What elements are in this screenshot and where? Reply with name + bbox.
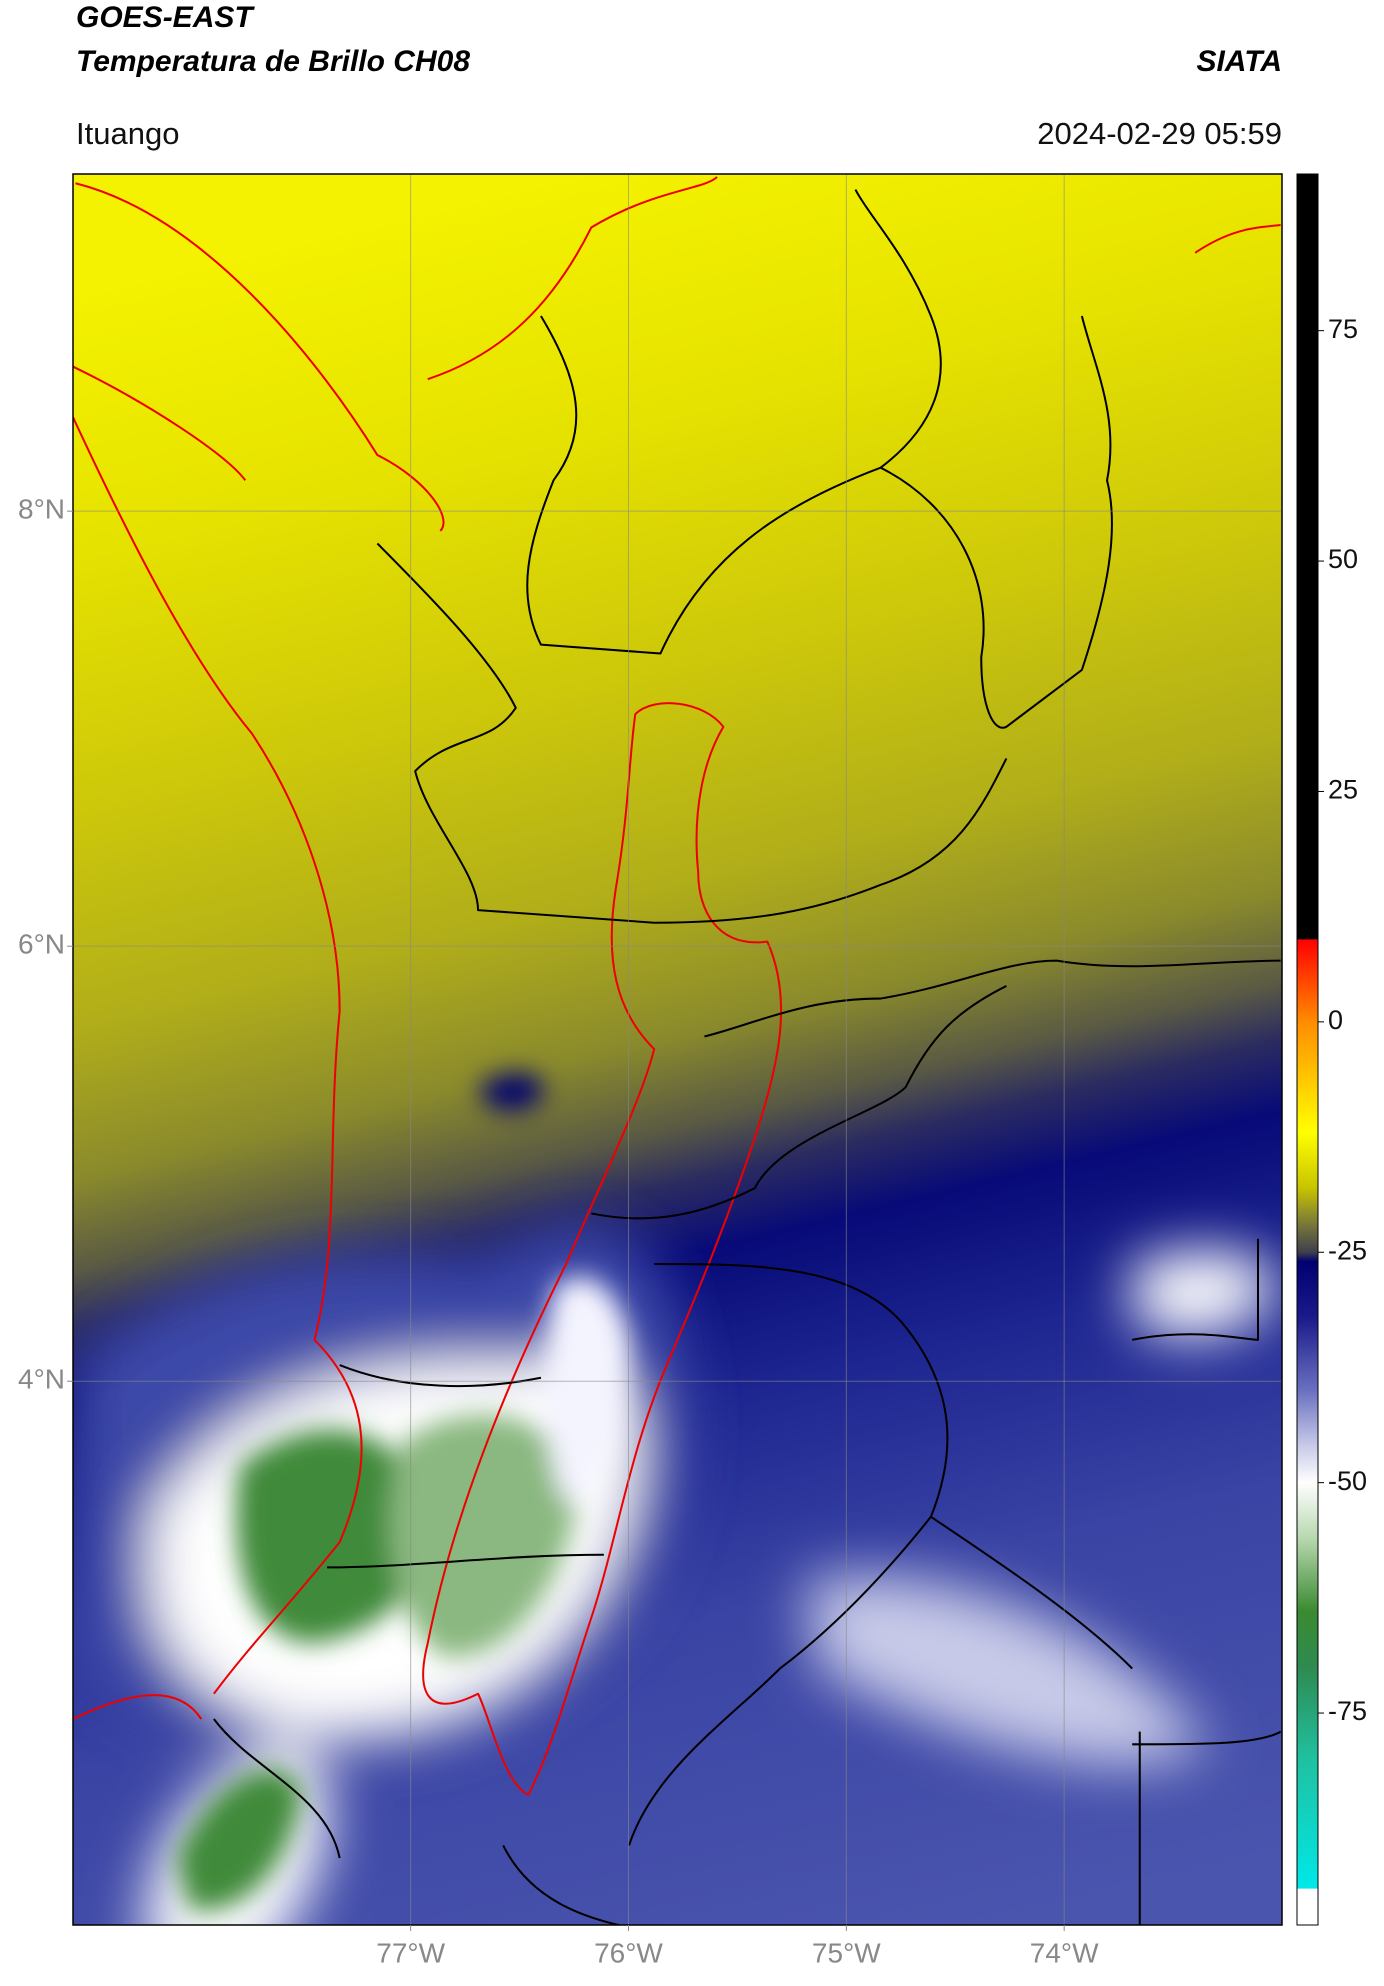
title: GOES-EAST <box>76 1 255 34</box>
colorbar-tick-label: 25 <box>1328 775 1358 805</box>
subtitle: Temperatura de Brillo CH08 <box>76 45 470 78</box>
y-tick-label: 6°N <box>18 929 65 960</box>
location: Ituango <box>76 116 179 151</box>
y-tick-label: 8°N <box>18 494 65 525</box>
colorbar-tick-label: -75 <box>1328 1696 1367 1726</box>
x-tick-label: 77°W <box>376 1937 445 1968</box>
map-frame <box>72 173 1283 1926</box>
colorbar-tick-label: 50 <box>1328 544 1358 574</box>
x-tick-label: 76°W <box>594 1937 663 1968</box>
source: SIATA <box>1196 45 1282 78</box>
grid <box>73 174 1282 1925</box>
x-tick-label: 75°W <box>812 1937 881 1968</box>
colorbar <box>1296 173 1319 1926</box>
y-tick-label: 4°N <box>18 1364 65 1395</box>
colorbar-tick-label: -25 <box>1328 1235 1367 1265</box>
x-tick-label: 74°W <box>1030 1937 1099 1968</box>
colorbar-tick-label: 0 <box>1328 1005 1343 1035</box>
datetime: 2024-02-29 05:59 <box>1037 116 1282 151</box>
satellite-image <box>73 174 1282 1925</box>
colorbar-tick-label: 75 <box>1328 314 1358 344</box>
colorbar-tick-label: -50 <box>1328 1466 1367 1496</box>
